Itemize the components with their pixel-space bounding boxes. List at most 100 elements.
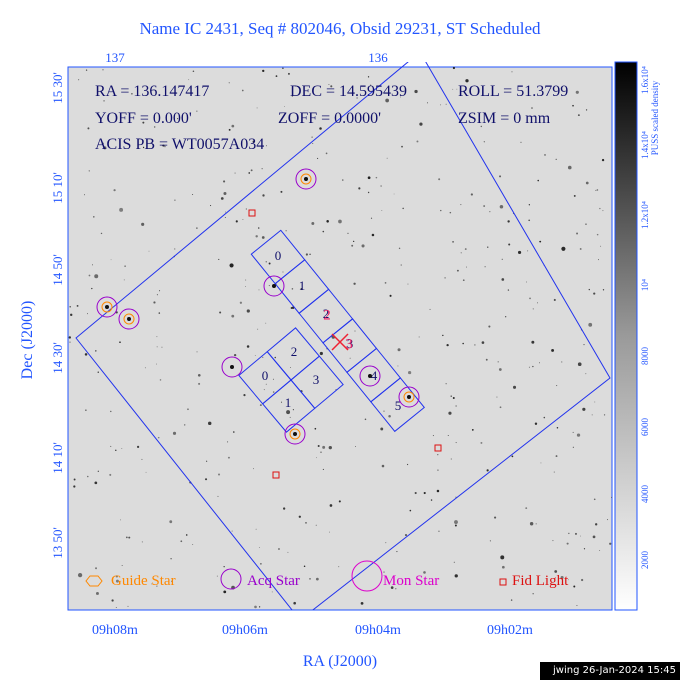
star — [595, 189, 597, 192]
star — [316, 457, 317, 459]
star — [446, 343, 449, 347]
aimpoint — [331, 333, 349, 351]
star — [245, 208, 247, 210]
star — [210, 205, 212, 207]
star — [375, 176, 378, 179]
y-tick: 14 30' — [50, 342, 65, 374]
legend-label: Acq Star — [247, 573, 300, 589]
star — [280, 190, 283, 193]
star — [101, 142, 104, 145]
y-tick: 15 30' — [50, 72, 65, 104]
star — [164, 145, 166, 148]
star — [414, 89, 418, 94]
star — [119, 341, 121, 344]
star — [390, 586, 394, 589]
star — [291, 288, 294, 290]
star — [555, 158, 557, 161]
star — [532, 308, 534, 310]
star — [94, 481, 98, 485]
star — [395, 588, 397, 590]
star — [496, 396, 498, 398]
star — [456, 269, 459, 272]
star — [406, 463, 409, 466]
star — [381, 210, 383, 212]
star — [286, 410, 291, 415]
star — [257, 328, 259, 330]
star — [499, 406, 502, 409]
star — [423, 571, 426, 574]
info: RA = 136.147417 — [95, 83, 209, 100]
star — [407, 283, 409, 285]
star — [555, 455, 558, 458]
star — [380, 185, 382, 187]
star — [148, 250, 150, 252]
star — [498, 368, 502, 371]
star — [128, 536, 131, 539]
star — [499, 175, 502, 178]
star — [300, 287, 303, 290]
star — [554, 570, 558, 573]
star — [452, 88, 454, 90]
star — [169, 520, 173, 524]
star — [397, 348, 401, 352]
star — [572, 446, 574, 448]
star — [371, 233, 375, 237]
star — [576, 232, 579, 235]
star — [158, 312, 161, 314]
star — [409, 509, 412, 512]
star — [315, 524, 317, 526]
y-tick: 15 10' — [50, 172, 65, 204]
star — [596, 233, 599, 236]
star — [153, 301, 156, 304]
star — [601, 158, 605, 162]
star — [367, 76, 370, 78]
star — [120, 519, 122, 521]
star — [109, 473, 112, 476]
star — [573, 585, 576, 588]
star — [103, 100, 105, 102]
star — [227, 441, 229, 443]
star — [235, 220, 238, 223]
star — [504, 316, 507, 318]
star — [225, 211, 226, 213]
star — [197, 373, 201, 377]
star — [527, 250, 529, 252]
star — [94, 274, 99, 279]
star — [258, 289, 260, 291]
star — [309, 577, 311, 580]
star — [466, 266, 468, 268]
star — [113, 189, 116, 192]
star — [284, 106, 285, 107]
star — [572, 431, 574, 433]
star — [552, 539, 554, 542]
star — [315, 577, 319, 581]
star — [255, 235, 258, 238]
star — [223, 191, 227, 195]
star — [611, 496, 612, 498]
star — [233, 431, 235, 433]
star — [583, 343, 585, 346]
star — [260, 563, 262, 565]
star — [311, 222, 315, 225]
star — [258, 606, 261, 608]
star — [484, 266, 486, 268]
star — [326, 220, 329, 223]
star — [532, 365, 534, 368]
star — [470, 193, 473, 196]
star — [144, 367, 146, 369]
y-ticks: 15 30' 15 10' 14 50' 14 30' 14 10' 13 50… — [50, 72, 65, 559]
star — [338, 566, 340, 568]
star — [480, 441, 483, 444]
legend-label: Fid Light — [512, 573, 569, 589]
star — [453, 561, 455, 563]
star — [494, 516, 497, 519]
colorbar-tick: 6000 — [640, 418, 650, 437]
star — [170, 558, 172, 560]
star — [568, 532, 570, 535]
star — [511, 455, 514, 458]
star — [487, 246, 489, 248]
star — [320, 451, 322, 453]
guide-star — [289, 428, 301, 440]
star — [561, 246, 566, 251]
chip-label: 3 — [347, 336, 354, 351]
